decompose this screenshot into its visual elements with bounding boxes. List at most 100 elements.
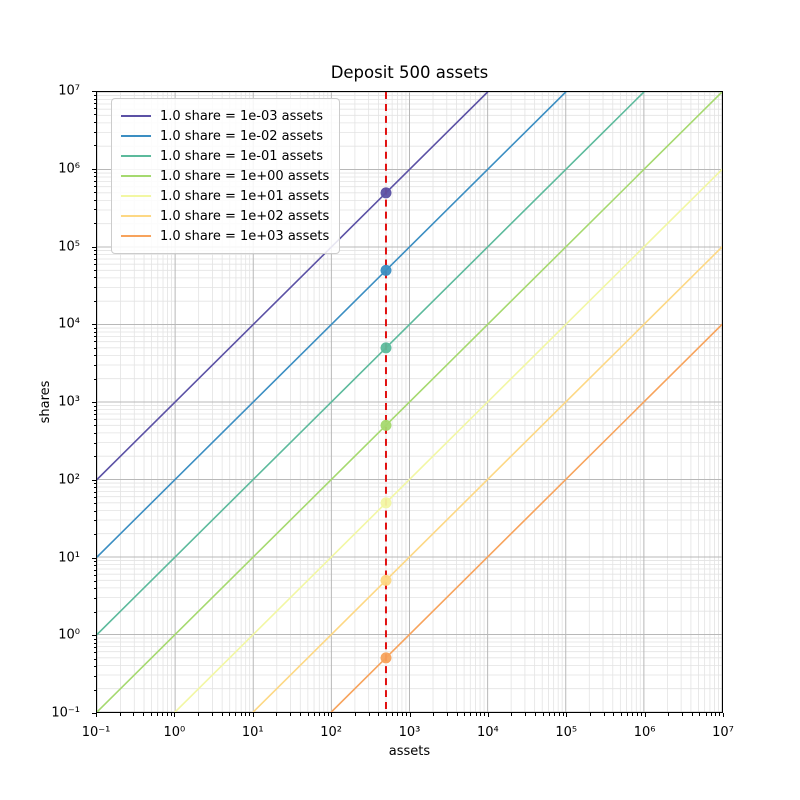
y-tick-mark-minor — [93, 277, 96, 279]
y-tick-label: 10¹ — [58, 550, 80, 565]
y-tick-mark-minor — [93, 419, 96, 421]
x-tick-mark-minor — [327, 713, 329, 716]
x-tick-mark-minor — [715, 713, 717, 716]
legend-color-swatch — [121, 235, 151, 237]
x-tick-mark-minor — [392, 713, 394, 716]
y-tick-mark-minor — [93, 496, 96, 498]
y-tick-mark-minor — [93, 658, 96, 660]
y-tick-mark-minor — [93, 176, 96, 178]
y-tick-mark-minor — [93, 250, 96, 252]
x-tick-mark-minor — [385, 713, 387, 716]
grid-lines — [97, 92, 722, 712]
deposit-vline — [384, 92, 387, 712]
y-tick-mark — [92, 324, 96, 326]
y-tick-mark-minor — [93, 561, 96, 563]
y-tick-mark-minor — [93, 483, 96, 485]
y-tick-mark-minor — [93, 327, 96, 329]
x-tick-mark-minor — [470, 713, 472, 716]
y-tick-mark-minor — [93, 341, 96, 343]
y-tick-mark-minor — [93, 331, 96, 333]
x-tick-label: 10⁴ — [476, 725, 499, 740]
x-tick-label: 10⁰ — [163, 725, 186, 740]
y-tick-mark-minor — [93, 611, 96, 613]
y-tick-mark-minor — [93, 491, 96, 493]
x-tick-mark-minor — [535, 713, 537, 716]
y-tick-mark-minor — [93, 145, 96, 147]
y-tick-label: 10⁻¹ — [51, 705, 80, 721]
x-tick-mark-minor — [368, 713, 370, 716]
legend-item-label: 1.0 share = 1e-02 assets — [160, 128, 324, 144]
x-tick-mark — [644, 713, 646, 717]
y-tick-mark-minor — [93, 180, 96, 182]
y-tick-mark-minor — [93, 689, 96, 691]
y-tick-label: 10⁰ — [58, 627, 80, 643]
x-tick-mark-minor — [354, 713, 356, 716]
y-tick-mark-minor — [93, 580, 96, 582]
y-tick-mark — [92, 168, 96, 170]
x-tick-mark-minor — [249, 713, 251, 716]
x-tick-mark-minor — [705, 713, 707, 716]
x-tick-mark-minor — [484, 713, 486, 716]
y-tick-mark-minor — [93, 487, 96, 489]
x-tick-mark-minor — [480, 713, 482, 716]
legend-item[interactable]: 1.0 share = 1e+03 assets — [121, 226, 329, 246]
x-tick-mark — [566, 713, 568, 717]
x-tick-mark-minor — [276, 713, 278, 716]
y-tick-mark-minor — [93, 300, 96, 302]
y-tick-label: 10⁴ — [58, 316, 80, 332]
x-tick-label: 10⁷ — [712, 725, 734, 740]
x-tick-mark-minor — [166, 713, 168, 716]
x-tick-mark — [331, 713, 333, 717]
y-tick-mark-minor — [93, 666, 96, 668]
legend-item[interactable]: 1.0 share = 1e+02 assets — [121, 206, 329, 226]
y-tick-mark-minor — [93, 378, 96, 380]
x-tick-mark-minor — [621, 713, 623, 716]
x-tick-mark-minor — [637, 713, 639, 716]
y-tick-mark-minor — [93, 432, 96, 434]
legend-color-swatch — [121, 175, 151, 177]
y-tick-mark — [92, 246, 96, 248]
legend-item[interactable]: 1.0 share = 1e-02 assets — [121, 126, 329, 146]
x-tick-mark-minor — [133, 713, 135, 716]
x-tick-label: 10³ — [398, 725, 421, 740]
x-tick-mark-minor — [464, 713, 466, 716]
x-tick-mark-minor — [405, 713, 407, 716]
x-tick-mark-minor — [119, 713, 121, 716]
x-tick-mark — [252, 713, 254, 717]
x-tick-mark-minor — [235, 713, 237, 716]
x-tick-mark-minor — [299, 713, 301, 716]
y-tick-mark-minor — [93, 425, 96, 427]
y-tick-mark-minor — [93, 456, 96, 458]
y-tick-label: 10⁶ — [58, 161, 80, 177]
y-tick-mark-minor — [93, 442, 96, 444]
x-tick-mark-minor — [307, 713, 309, 716]
x-tick-mark-minor — [668, 713, 670, 716]
x-tick-mark-minor — [475, 713, 477, 716]
legend-item-label: 1.0 share = 1e-03 assets — [160, 108, 324, 124]
legend-item-label: 1.0 share = 1e+01 assets — [160, 188, 330, 204]
y-tick-mark-minor — [93, 258, 96, 260]
x-tick-mark-minor — [548, 713, 550, 716]
x-axis-label: assets — [388, 744, 431, 759]
x-tick-mark-minor — [229, 713, 231, 716]
series-lines — [97, 92, 722, 712]
x-tick-label: 10⁶ — [633, 725, 656, 740]
x-tick-mark-minor — [554, 713, 556, 716]
y-tick-mark-minor — [93, 185, 96, 187]
legend-item[interactable]: 1.0 share = 1e+00 assets — [121, 166, 329, 186]
legend-color-swatch — [121, 115, 151, 117]
x-tick-mark-minor — [632, 713, 634, 716]
legend-item[interactable]: 1.0 share = 1e-01 assets — [121, 146, 329, 166]
x-tick-mark-minor — [150, 713, 152, 716]
x-tick-mark-minor — [613, 713, 615, 716]
x-tick-mark-minor — [641, 713, 643, 716]
y-tick-mark-minor — [93, 534, 96, 536]
x-tick-mark — [487, 713, 489, 717]
legend-item[interactable]: 1.0 share = 1e+01 assets — [121, 186, 329, 206]
y-tick-mark-minor — [93, 254, 96, 256]
x-tick-mark — [174, 713, 176, 717]
legend-item[interactable]: 1.0 share = 1e-03 assets — [121, 106, 329, 126]
y-tick-mark-minor — [93, 364, 96, 366]
y-tick-mark-minor — [93, 223, 96, 225]
x-tick-labels: 10⁻¹ 10⁰ 10¹ 10² 10³ 10⁴ 10⁵ 10⁶ 10⁷ — [82, 719, 734, 743]
